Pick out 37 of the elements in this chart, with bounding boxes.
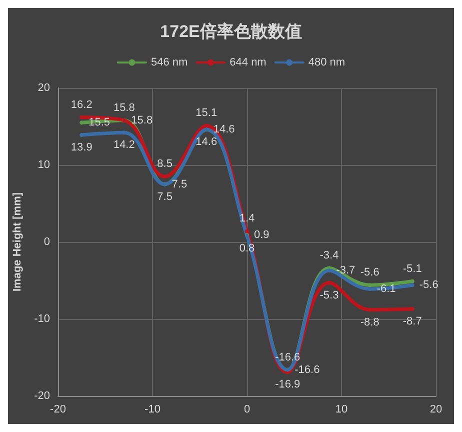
y-tick-label: -20 (34, 390, 50, 402)
y-tick-label: -10 (34, 313, 50, 325)
data-label: -8.8 (360, 316, 380, 328)
data-label: 15.5 (88, 116, 110, 129)
x-tick-label: 20 (430, 404, 442, 416)
x-tick-label: 0 (244, 404, 250, 416)
data-label: -5.6 (360, 266, 380, 279)
data-label: 15.8 (113, 102, 135, 114)
data-label: 14.2 (113, 139, 135, 152)
x-tick-label: -10 (144, 404, 160, 416)
data-label: -5.1 (402, 262, 422, 275)
data-label: -5.3 (320, 289, 339, 302)
data-label: -3.7 (336, 264, 356, 276)
x-tick-label: 10 (335, 404, 348, 416)
data-label: -16.9 (275, 378, 300, 391)
y-tick-label: 20 (38, 82, 50, 94)
y-axis-title: Image Height [mm] (12, 192, 24, 292)
y-tick-label: 10 (38, 159, 50, 171)
legend-label: 546 nm (150, 56, 188, 68)
data-label: 16.2 (70, 98, 92, 111)
data-label: 13.9 (70, 141, 92, 154)
data-label: -8.7 (402, 315, 422, 328)
data-label: 7.5 (172, 178, 188, 190)
data-label: 15.8 (131, 114, 153, 126)
data-label: 0.9 (254, 229, 270, 242)
chart-title: 172E倍率色散数值 (160, 22, 302, 41)
legend-label: 644 nm (230, 56, 266, 68)
data-label: -16.6 (294, 364, 320, 376)
data-label: 7.5 (157, 190, 172, 203)
x-tick-label: -20 (50, 404, 66, 416)
data-label: 15.1 (196, 107, 218, 120)
data-label: -3.4 (320, 250, 339, 262)
data-label: -5.6 (419, 279, 438, 292)
data-label: 14.6 (196, 136, 218, 148)
data-label: 8.5 (157, 158, 172, 170)
y-tick-label: 0 (44, 236, 50, 248)
legend-label: 480 nm (308, 56, 346, 68)
